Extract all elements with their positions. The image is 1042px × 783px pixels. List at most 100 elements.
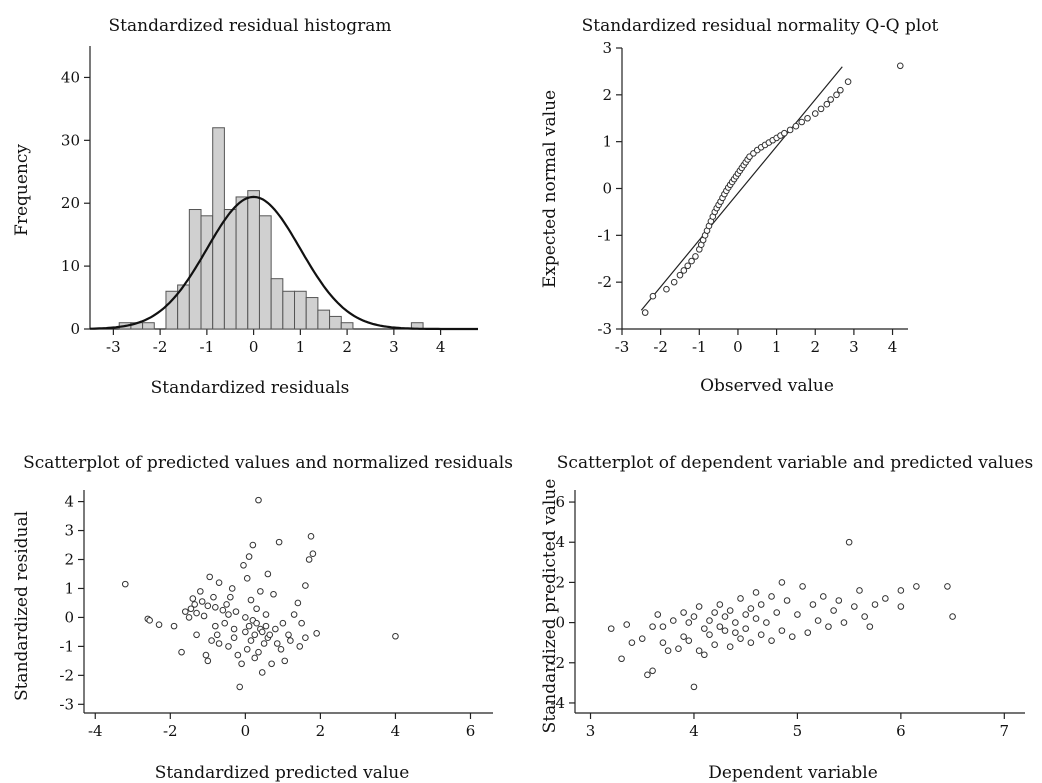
dependent-scatter-point bbox=[944, 583, 951, 590]
residual-scatter-point bbox=[187, 605, 195, 613]
residual-scatter-x-tick-label: 6 bbox=[466, 722, 476, 740]
residual-scatter-point bbox=[262, 611, 270, 618]
dependent-scatter-point bbox=[680, 633, 687, 640]
histogram-bar bbox=[270, 278, 284, 330]
residual-scatter-point bbox=[243, 645, 251, 653]
dependent-scatter-x-tick-label: 6 bbox=[896, 722, 906, 740]
residual-scatter-point bbox=[221, 619, 229, 627]
qq-plot-x-tick-label: -1 bbox=[692, 338, 707, 356]
residual-scatter-point bbox=[178, 648, 185, 656]
histogram-x-tick-label: -3 bbox=[106, 338, 121, 356]
dependent-scatter-point bbox=[913, 583, 920, 590]
dependent-scatter-point bbox=[716, 623, 724, 630]
dependent-scatter-point bbox=[825, 623, 832, 630]
dependent-scatter-point bbox=[763, 619, 770, 626]
dependent-scatter-point bbox=[752, 589, 760, 596]
residual-scatter-point bbox=[257, 588, 264, 595]
dependent-scatter-point bbox=[732, 629, 739, 636]
residual-scatter-point bbox=[204, 602, 212, 610]
qq-point bbox=[837, 86, 844, 94]
residual-scatter-point bbox=[212, 603, 219, 611]
dependent-scatter-point bbox=[685, 637, 693, 644]
histogram-panel: Standardized residual histogram Standard… bbox=[12, 16, 478, 398]
residual-scatter-y-tick-label: 4 bbox=[64, 493, 74, 511]
residual-scatter-point bbox=[264, 570, 272, 578]
dependent-scatter-y-tick-label: 0 bbox=[555, 614, 565, 632]
dependent-scatter-point bbox=[794, 611, 801, 618]
dependent-scatter-point bbox=[851, 603, 858, 610]
histogram-bar bbox=[247, 190, 260, 330]
qq-point bbox=[827, 96, 835, 103]
qq-plot-y-tick-label: -1 bbox=[597, 226, 612, 244]
residual-scatter-y-tick-label: 3 bbox=[64, 522, 74, 540]
dependent-scatter-point bbox=[949, 613, 956, 620]
residual-scatter-point bbox=[251, 654, 259, 662]
residual-scatter-point bbox=[206, 573, 214, 581]
dependent-scatter-point bbox=[773, 609, 781, 616]
residual-scatter-point bbox=[189, 595, 197, 602]
qq-point bbox=[670, 278, 678, 286]
residual-scatter-point bbox=[253, 619, 260, 627]
qq-plot-y-tick-label: 1 bbox=[602, 133, 612, 151]
dependent-scatter-point bbox=[799, 583, 806, 590]
qq-point bbox=[823, 100, 831, 108]
residual-scatter-y-tick-label: -1 bbox=[59, 637, 74, 655]
dependent-scatter-point bbox=[726, 607, 734, 614]
residual-scatter-point bbox=[219, 606, 227, 614]
qq-plot-x-tick-label: 0 bbox=[733, 338, 743, 356]
dependent-scatter-point bbox=[747, 605, 755, 612]
dependent-scatter-point bbox=[768, 593, 775, 600]
residual-scatter-point bbox=[200, 612, 208, 620]
dependent-scatter-point bbox=[721, 627, 729, 634]
residual-scatter-y-tick-label: 2 bbox=[64, 551, 74, 569]
residual-scatter-point bbox=[202, 651, 210, 659]
dependent-scatter-point bbox=[675, 645, 682, 653]
residual-scatter-point bbox=[302, 582, 309, 589]
dependent-scatter-point bbox=[711, 609, 718, 616]
residual-scatter-point bbox=[185, 614, 193, 621]
dependent-scatter-point bbox=[695, 603, 703, 610]
dependent-scatter-point bbox=[664, 647, 672, 655]
histogram-x-tick-label: 1 bbox=[296, 338, 306, 356]
residual-scatter-y-tick-label: -3 bbox=[59, 695, 74, 713]
residual-scatter-point bbox=[242, 614, 249, 621]
histogram-y-tick-label: 30 bbox=[61, 131, 80, 149]
dependent-scatter-point bbox=[814, 617, 822, 624]
residual-scatter-point bbox=[294, 599, 302, 607]
residual-scatter-point bbox=[212, 622, 219, 630]
residual-scatter-point bbox=[234, 651, 242, 659]
dependent-scatter-point bbox=[809, 601, 817, 608]
histogram-y-tick-label: 0 bbox=[70, 320, 80, 338]
residual-scatter-point bbox=[182, 608, 189, 615]
dependent-scatter-point bbox=[654, 611, 662, 618]
dependent-scatter-y-tick-label: 6 bbox=[555, 493, 565, 511]
residual-scatter-point bbox=[146, 617, 153, 624]
residual-scatter-point bbox=[258, 669, 266, 676]
dependent-scatter-point bbox=[659, 639, 667, 646]
qq-point bbox=[792, 122, 800, 130]
dependent-scatter-point bbox=[897, 603, 905, 610]
residual-scatter-x-tick-label: 2 bbox=[316, 722, 326, 740]
dependent-scatter-point bbox=[861, 613, 868, 620]
qq-plot-y-tick-label: 2 bbox=[602, 86, 612, 104]
qq-point bbox=[833, 91, 840, 99]
dependent-scatter-x-label: Dependent variable bbox=[708, 763, 878, 783]
dependent-scatter-point bbox=[778, 627, 786, 634]
histogram-x-label: Standardized residuals bbox=[151, 378, 350, 398]
dependent-scatter-point bbox=[897, 587, 905, 594]
residual-scatter-point bbox=[290, 611, 298, 618]
residual-scatter-point bbox=[247, 596, 255, 604]
residual-scatter-x-label: Standardized predicted value bbox=[155, 763, 410, 783]
dependent-scatter-y-tick-label: 2 bbox=[555, 573, 565, 591]
dependent-scatter-point bbox=[669, 617, 677, 624]
residual-scatter-point bbox=[232, 608, 240, 615]
dependent-scatter-point bbox=[649, 667, 656, 675]
dependent-scatter-point bbox=[768, 637, 775, 644]
dependent-scatter-point bbox=[701, 651, 708, 659]
residual-scatter-point bbox=[225, 611, 232, 618]
dependent-scatter-point bbox=[706, 631, 713, 638]
dependent-scatter-point bbox=[757, 601, 765, 608]
histogram-bar bbox=[294, 290, 307, 330]
qq-point bbox=[804, 114, 811, 122]
